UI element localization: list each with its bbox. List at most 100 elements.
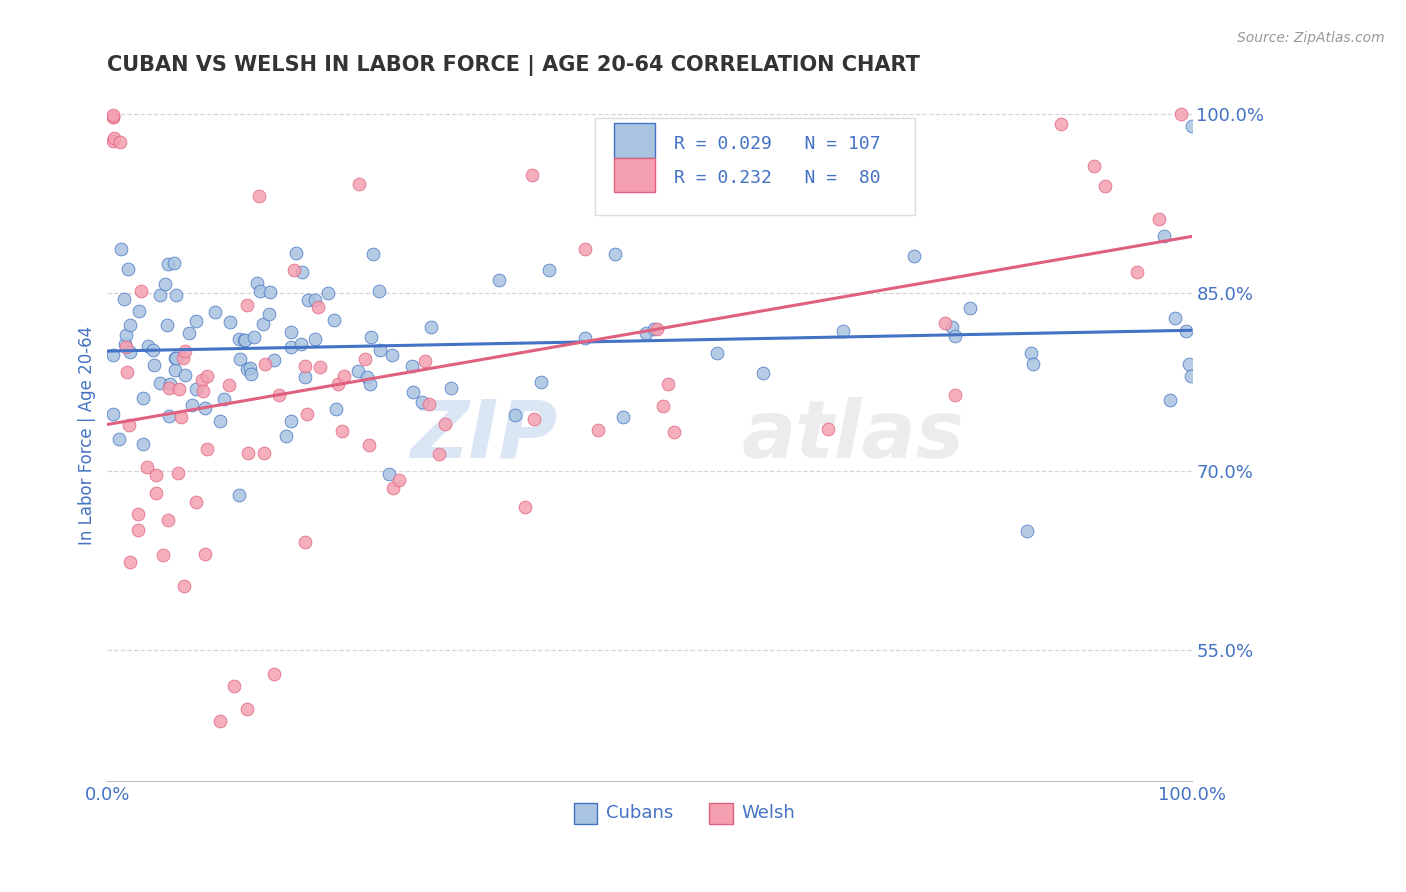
Point (173, 579, 195, 593)
Point (209, 714, 232, 729)
Point (259, 307, 281, 321)
Point (643, 322, 665, 336)
Point (184, 382, 207, 396)
Text: R = 0.029   N = 107: R = 0.029 N = 107 (675, 135, 882, 153)
Point (1164, 310, 1187, 325)
Point (347, 177, 370, 191)
Point (197, 442, 219, 457)
Point (285, 246, 308, 260)
Point (347, 364, 370, 378)
Point (706, 345, 728, 359)
Point (297, 293, 319, 307)
Point (636, 326, 658, 340)
Point (1178, 357, 1201, 371)
Point (959, 301, 981, 316)
Point (1083, 159, 1105, 173)
Point (322, 313, 344, 327)
Point (1153, 228, 1175, 243)
Point (943, 388, 966, 402)
Point (169, 409, 191, 424)
Point (1170, 107, 1192, 121)
Point (249, 284, 271, 298)
Point (1175, 324, 1198, 338)
Point (294, 534, 316, 549)
Point (152, 548, 174, 562)
Point (184, 314, 207, 328)
Point (941, 320, 963, 334)
Point (368, 343, 391, 357)
Point (440, 381, 463, 395)
Point (157, 381, 180, 395)
Point (101, 134, 124, 148)
FancyBboxPatch shape (613, 158, 655, 192)
Point (943, 328, 966, 343)
Point (163, 362, 186, 376)
Point (167, 466, 190, 480)
Text: Cubans: Cubans (606, 805, 673, 822)
Point (219, 315, 242, 329)
Point (101, 108, 124, 122)
Point (110, 242, 132, 256)
Point (236, 445, 259, 459)
Point (145, 467, 167, 482)
Point (142, 358, 165, 372)
Point (434, 417, 457, 431)
Point (184, 495, 207, 509)
Point (159, 376, 181, 391)
Point (149, 376, 172, 391)
Point (520, 168, 543, 182)
Point (269, 388, 291, 402)
Point (356, 370, 378, 384)
Point (280, 340, 302, 354)
Point (1181, 120, 1204, 134)
Point (135, 460, 157, 475)
Point (173, 368, 195, 382)
Point (136, 339, 159, 353)
Point (316, 285, 339, 300)
Point (127, 507, 149, 521)
Point (401, 384, 423, 399)
Point (1050, 118, 1073, 132)
Point (1017, 524, 1039, 538)
FancyBboxPatch shape (709, 803, 733, 823)
Point (280, 325, 302, 339)
Point (1180, 369, 1202, 384)
Point (103, 130, 125, 145)
Point (191, 373, 214, 387)
Point (360, 330, 382, 344)
FancyBboxPatch shape (574, 803, 598, 823)
Point (120, 318, 142, 333)
Point (304, 332, 326, 346)
Point (328, 376, 350, 391)
Point (652, 399, 675, 413)
Point (157, 409, 180, 423)
Point (174, 344, 197, 359)
Point (233, 333, 256, 347)
Point (586, 423, 609, 437)
Point (165, 351, 187, 366)
Point (276, 429, 298, 443)
Point (120, 555, 142, 569)
Point (132, 391, 155, 405)
Point (359, 438, 381, 452)
Point (252, 445, 274, 459)
Point (488, 273, 510, 287)
Point (381, 481, 404, 495)
Point (603, 246, 626, 260)
Point (380, 348, 402, 362)
Point (118, 417, 141, 432)
Point (413, 354, 436, 368)
Point (195, 368, 218, 383)
Point (401, 359, 423, 374)
Point (537, 262, 560, 277)
Point (101, 348, 124, 362)
Point (636, 121, 658, 136)
Point (194, 547, 217, 561)
Point (657, 376, 679, 391)
Point (294, 359, 316, 374)
Point (156, 257, 179, 271)
Point (218, 378, 240, 392)
Text: ZIP: ZIP (411, 397, 557, 475)
Point (378, 467, 401, 481)
Point (177, 326, 200, 341)
